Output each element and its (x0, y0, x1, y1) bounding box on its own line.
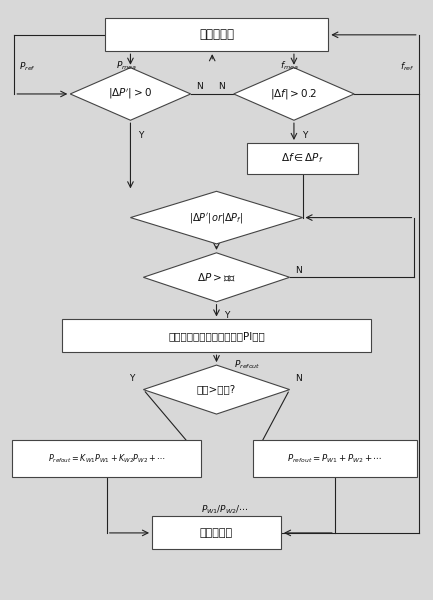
Text: Y: Y (224, 311, 229, 320)
Text: $|\Delta P^{\prime}|>0$: $|\Delta P^{\prime}|>0$ (108, 87, 152, 101)
Polygon shape (130, 191, 303, 244)
Text: 风功率预测: 风功率预测 (200, 528, 233, 538)
FancyBboxPatch shape (247, 143, 359, 174)
Text: $\Delta P >$阀值: $\Delta P >$阀值 (197, 271, 236, 283)
Text: $P_{refout}=K_{W1}P_{W1}+K_{W2}P_{W2}+\cdots$: $P_{refout}=K_{W1}P_{W1}+K_{W2}P_{W2}+\c… (48, 452, 166, 464)
Polygon shape (143, 253, 290, 302)
FancyBboxPatch shape (253, 440, 417, 477)
Text: $\Delta f \in \Delta P_f$: $\Delta f \in \Delta P_f$ (281, 152, 324, 166)
Text: $P_{mea}$: $P_{mea}$ (116, 60, 137, 73)
Text: $f_{ref}$: $f_{ref}$ (400, 61, 414, 73)
Text: 预测>预增?: 预测>预增? (197, 385, 236, 395)
Text: N: N (196, 82, 203, 91)
Text: $f_{mea}$: $f_{mea}$ (280, 60, 299, 73)
Text: N: N (295, 374, 302, 383)
FancyBboxPatch shape (152, 517, 281, 550)
FancyBboxPatch shape (105, 19, 328, 51)
Text: $P_{refout}=P_{W1}+P_{W2}+\cdots$: $P_{refout}=P_{W1}+P_{W2}+\cdots$ (287, 452, 383, 464)
Text: $|\Delta P^{\prime}|or|\Delta P_f|$: $|\Delta P^{\prime}|or|\Delta P_f|$ (189, 211, 244, 224)
Text: Y: Y (129, 374, 135, 383)
Text: N: N (295, 266, 302, 275)
Text: $P_{refout}$: $P_{refout}$ (234, 358, 260, 371)
Text: $P_{W1}/P_{W2}/\cdots$: $P_{W1}/P_{W2}/\cdots$ (201, 503, 249, 515)
Text: 增功率趋势运算，预增功率PI运算: 增功率趋势运算，预增功率PI运算 (168, 331, 265, 341)
FancyBboxPatch shape (61, 319, 372, 352)
FancyBboxPatch shape (12, 440, 201, 477)
Text: N: N (218, 82, 225, 91)
Text: Y: Y (302, 131, 307, 140)
Polygon shape (70, 68, 191, 120)
Polygon shape (143, 365, 290, 414)
Text: $|\Delta f|>0.2$: $|\Delta f|>0.2$ (270, 87, 317, 101)
Text: $P_{ref}$: $P_{ref}$ (19, 61, 36, 73)
Polygon shape (234, 68, 354, 120)
Text: 并网监测点: 并网监测点 (199, 28, 234, 41)
Text: Y: Y (138, 131, 144, 140)
